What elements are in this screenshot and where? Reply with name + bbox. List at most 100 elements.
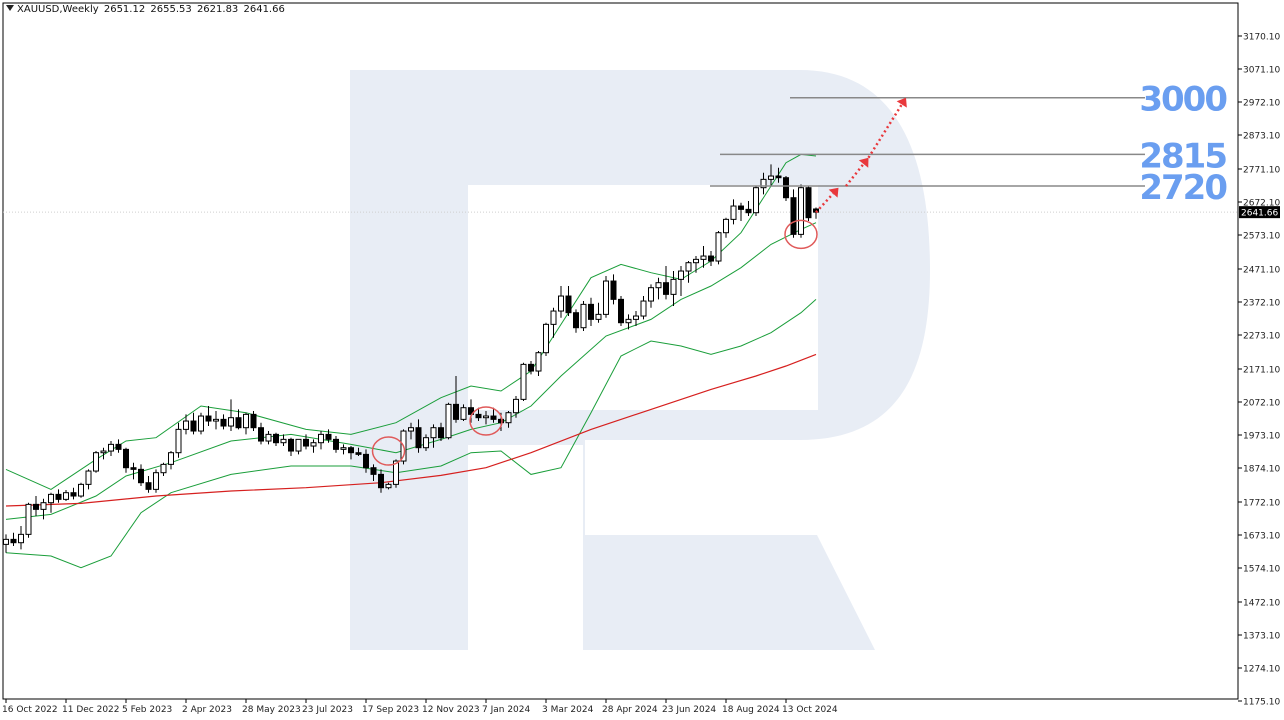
candle-body [580, 303, 587, 329]
x-axis-tick-label: 2 Apr 2023 [182, 705, 232, 715]
candle-body [573, 312, 579, 329]
candle-body [153, 472, 159, 490]
plot-frame [2, 2, 1239, 700]
open-value: 2651.12 [103, 4, 146, 15]
candle-body [175, 428, 182, 454]
candle-body [790, 197, 797, 235]
candle-body [100, 450, 107, 454]
candle-body [775, 175, 782, 179]
candle-body [243, 413, 249, 429]
candle-body [33, 503, 39, 510]
candle-body [558, 295, 564, 312]
candle-body [340, 447, 347, 450]
y-axis-tick-label: 1472.10 [1243, 599, 1280, 609]
candle-body [805, 187, 812, 219]
candle-body [198, 415, 204, 432]
candle-body [288, 438, 294, 452]
candle-body [723, 218, 729, 234]
candle-body [25, 503, 32, 535]
candle-body [610, 280, 617, 300]
candle-body [738, 205, 744, 210]
candle-body [190, 420, 197, 432]
candle-body [528, 363, 534, 372]
candle-body [70, 492, 77, 497]
candle-body [655, 282, 662, 289]
candle-body [160, 463, 167, 474]
candle-body [325, 433, 332, 440]
candle-body [640, 300, 647, 317]
bollinger-upper-line [5, 153, 817, 490]
watermark-logo [350, 70, 930, 650]
candle-body [798, 187, 804, 235]
x-axis-tick-label: 11 Dec 2022 [62, 705, 120, 715]
candle-body [438, 427, 444, 439]
forecast-arrow-head [896, 97, 907, 108]
candle-body [768, 175, 774, 180]
candle-body [475, 413, 482, 419]
candle-body [48, 493, 54, 504]
candle-body [543, 323, 549, 354]
candle-body [715, 232, 722, 262]
candle-body [588, 303, 594, 320]
candle-body [205, 415, 212, 422]
level-label: 2815 [1139, 136, 1226, 176]
y-axis-tick-label: 2972.10 [1243, 99, 1280, 109]
candle-body [520, 363, 527, 400]
forecast-arrow-line [867, 103, 903, 159]
candle-body [618, 298, 624, 324]
y-axis-tick-label: 1274.10 [1243, 665, 1280, 675]
x-axis-tick-label: 28 Apr 2024 [602, 705, 658, 715]
y-axis-tick-label: 2573.10 [1243, 232, 1280, 242]
candle-body [115, 443, 122, 450]
candle-body [18, 533, 24, 544]
candle-body [235, 417, 242, 429]
x-axis-tick-label: 18 Aug 2024 [722, 705, 780, 715]
candle-body [55, 493, 62, 500]
candle-body [685, 262, 692, 272]
candle-body [745, 208, 752, 214]
candle-body [378, 473, 384, 489]
highlight-circle [469, 406, 503, 436]
candle-body [85, 470, 92, 485]
candle-body [490, 415, 497, 420]
y-axis-tick-label: 1673.10 [1243, 532, 1280, 542]
x-axis-tick-label: 23 Jun 2024 [662, 705, 716, 715]
candle-body [295, 438, 302, 452]
candle-body [63, 492, 69, 500]
y-axis-tick-label: 1373.10 [1243, 632, 1280, 642]
high-value: 2655.53 [150, 4, 192, 15]
candle-body [415, 427, 422, 449]
level-label: 3000 [1139, 80, 1227, 120]
candle-body [228, 417, 234, 427]
x-axis-tick-label: 12 Nov 2023 [422, 705, 480, 715]
candle-body [708, 255, 714, 262]
candle-body [280, 438, 287, 444]
y-axis-tick-label: 3071.10 [1243, 66, 1280, 76]
candle-body [535, 352, 542, 372]
y-axis-tick-label: 2873.10 [1243, 132, 1280, 142]
forecast-arrow-head [828, 187, 839, 198]
candle-body [273, 433, 279, 444]
forecast-arrow-head [858, 157, 869, 168]
candle-body [498, 418, 504, 424]
candle-body [348, 447, 354, 454]
y-axis-tick-label: 2771.10 [1243, 166, 1280, 176]
y-axis-tick-label: 2471.10 [1243, 266, 1280, 276]
highlight-circle [371, 436, 406, 466]
level-label: 2720 [1139, 168, 1227, 208]
candle-body [693, 258, 699, 264]
triangle-down-icon[interactable] [6, 5, 14, 11]
candle-body [145, 482, 152, 490]
candle-body [430, 427, 437, 439]
candle-body [625, 318, 632, 324]
candle-body [333, 438, 339, 450]
low-value: 2621.83 [196, 4, 239, 15]
candle-body [363, 453, 369, 469]
y-axis-tick-label: 3170.10 [1243, 33, 1280, 43]
candle-body [505, 412, 512, 424]
candle-body [670, 278, 677, 295]
candle-body [595, 313, 602, 320]
y-axis-tick-label: 1874.10 [1243, 465, 1280, 475]
